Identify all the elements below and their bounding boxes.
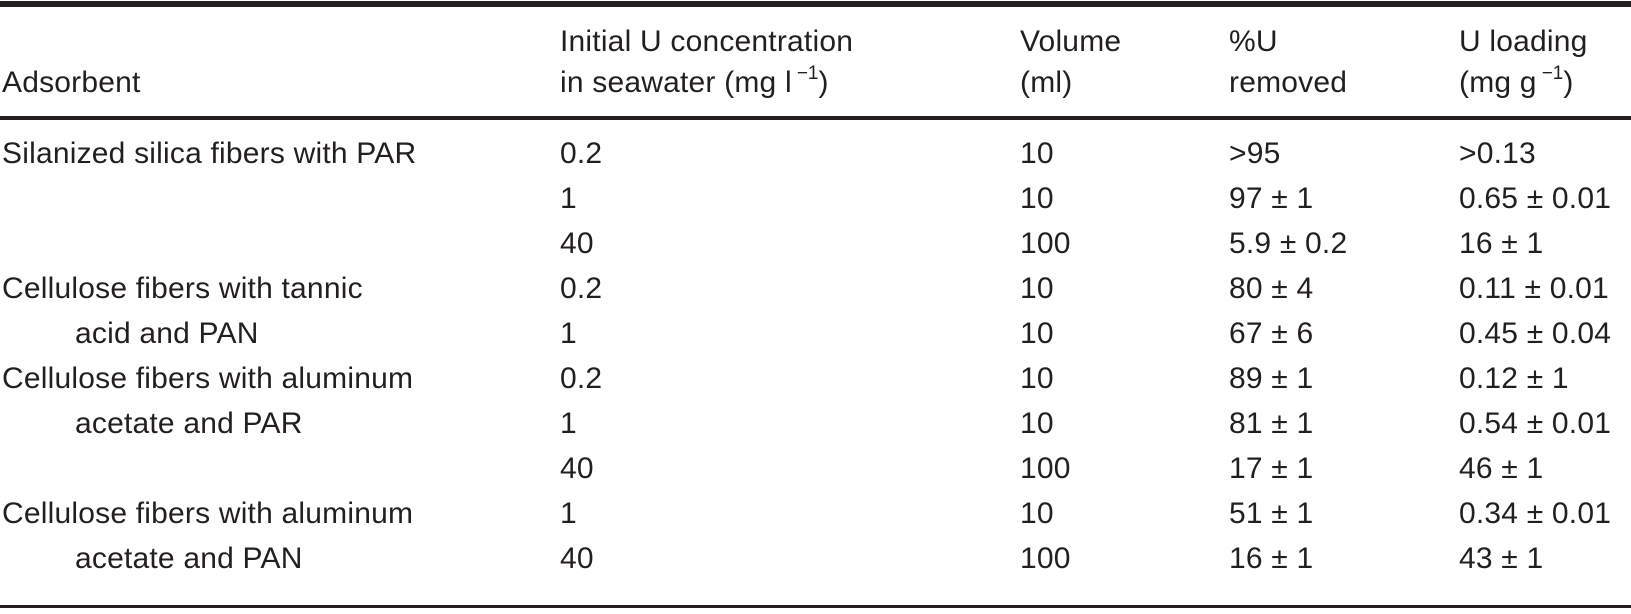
cell-adsorbent [0,446,558,491]
cell-volume: 100 [1020,452,1071,485]
header-removed-line1: %U [1229,25,1278,58]
cell-volume: 10 [1020,407,1054,440]
header-volume-line1: Volume [1020,25,1122,58]
table-row: 40 100 5.9 ± 0.2 16 ± 1 [0,221,1631,266]
cell-u-removed: 97 ± 1 [1229,182,1314,215]
cell-initial-concentration: 1 [560,182,577,215]
cell-adsorbent: Cellulose fibers with aluminum [2,362,414,395]
cell-u-removed: 81 ± 1 [1229,407,1314,440]
unit-superscript: −1 [796,63,819,84]
cell-u-removed: 17 ± 1 [1229,452,1314,485]
header-removed-line2: removed [1229,66,1348,99]
cell-initial-concentration: 40 [560,542,594,575]
cell-u-loading: 0.45 ± 0.04 [1459,317,1612,350]
table-body: Silanized silica fibers with PAR 0.2 10 … [0,118,1631,607]
cell-initial-concentration: 0.2 [560,137,603,170]
table-row: 1 10 97 ± 1 0.65 ± 0.01 [0,176,1631,221]
header-initial-conc-unit: in seawater (mg l [560,66,792,99]
cell-u-loading: 0.11 ± 0.01 [1459,272,1609,305]
cell-u-loading: >0.13 [1459,137,1536,170]
cell-adsorbent: Cellulose fibers with tannic [2,272,363,305]
table-row: acid and PAN 1 10 67 ± 6 0.45 ± 0.04 [0,311,1631,356]
table-row: Cellulose fibers with aluminum 1 10 51 ±… [0,491,1631,536]
header-initial-conc-line2: in seawater (mg l −1) [560,62,1018,103]
table-row: 40 100 17 ± 1 46 ± 1 [0,446,1631,491]
cell-u-removed: 89 ± 1 [1229,362,1314,395]
cell-initial-concentration: 40 [560,452,594,485]
cell-volume: 100 [1020,542,1071,575]
cell-u-removed: 67 ± 6 [1229,317,1314,350]
cell-initial-concentration: 0.2 [560,272,603,305]
cell-u-removed: 5.9 ± 0.2 [1229,227,1348,260]
table-row: Silanized silica fibers with PAR 0.2 10 … [0,118,1631,176]
table-row: acetate and PAR 1 10 81 ± 1 0.54 ± 0.01 [0,401,1631,446]
header-loading-unit-close: ) [1563,66,1574,99]
column-header-volume: Volume (ml) [1018,4,1227,120]
cell-volume: 10 [1020,137,1054,170]
cell-u-loading: 0.12 ± 1 [1459,362,1569,395]
header-row: Adsorbent Initial U concentration in sea… [0,4,1631,120]
header-volume-line2: (ml) [1020,66,1073,99]
cell-initial-concentration: 40 [560,227,594,260]
header-adsorbent-label: Adsorbent [2,66,141,99]
cell-initial-concentration: 1 [560,407,577,440]
cell-adsorbent-continuation: acetate and PAR [75,407,303,440]
header-initial-conc-unit-close: ) [818,66,829,99]
cell-volume: 10 [1020,362,1054,395]
cell-volume: 10 [1020,317,1054,350]
cell-u-loading: 0.65 ± 0.01 [1459,182,1612,215]
cell-adsorbent: Cellulose fibers with aluminum [2,497,414,530]
cell-adsorbent [0,221,558,266]
column-header-u-loading: U loading (mg g −1) [1457,4,1631,120]
cell-u-removed: 51 ± 1 [1229,497,1314,530]
header-loading-unit: (mg g [1459,66,1537,99]
cell-adsorbent-continuation: acid and PAN [75,317,259,350]
cell-u-loading: 0.54 ± 0.01 [1459,407,1612,440]
table-header: Adsorbent Initial U concentration in sea… [0,4,1631,120]
column-header-u-removed: %U removed [1227,4,1457,120]
cell-u-loading: 46 ± 1 [1459,452,1544,485]
cell-u-removed: >95 [1229,137,1281,170]
cell-volume: 10 [1020,182,1054,215]
cell-adsorbent-continuation: acetate and PAN [75,542,303,575]
cell-volume: 10 [1020,272,1054,305]
cell-initial-concentration: 1 [560,497,577,530]
column-header-adsorbent: Adsorbent [0,4,558,120]
cell-u-removed: 16 ± 1 [1229,542,1314,575]
cell-volume: 10 [1020,497,1054,530]
cell-u-loading: 0.34 ± 0.01 [1459,497,1612,530]
cell-volume: 100 [1020,227,1071,260]
column-header-initial-concentration: Initial U concentration in seawater (mg … [558,4,1018,120]
header-loading-line2: (mg g −1) [1459,62,1631,103]
table-row: Cellulose fibers with aluminum 0.2 10 89… [0,356,1631,401]
table-row: Cellulose fibers with tannic 0.2 10 80 ±… [0,266,1631,311]
table-row: acetate and PAN 40 100 16 ± 1 43 ± 1 [0,536,1631,607]
cell-adsorbent: Silanized silica fibers with PAR [2,137,417,170]
cell-u-loading: 43 ± 1 [1459,542,1544,575]
cell-initial-concentration: 0.2 [560,362,603,395]
header-loading-line1: U loading [1459,25,1588,58]
cell-u-loading: 16 ± 1 [1459,227,1544,260]
unit-superscript: −1 [1541,63,1564,84]
header-initial-conc-line1: Initial U concentration [560,25,854,58]
cell-u-removed: 80 ± 4 [1229,272,1314,305]
cell-initial-concentration: 1 [560,317,577,350]
cell-adsorbent [0,176,558,221]
